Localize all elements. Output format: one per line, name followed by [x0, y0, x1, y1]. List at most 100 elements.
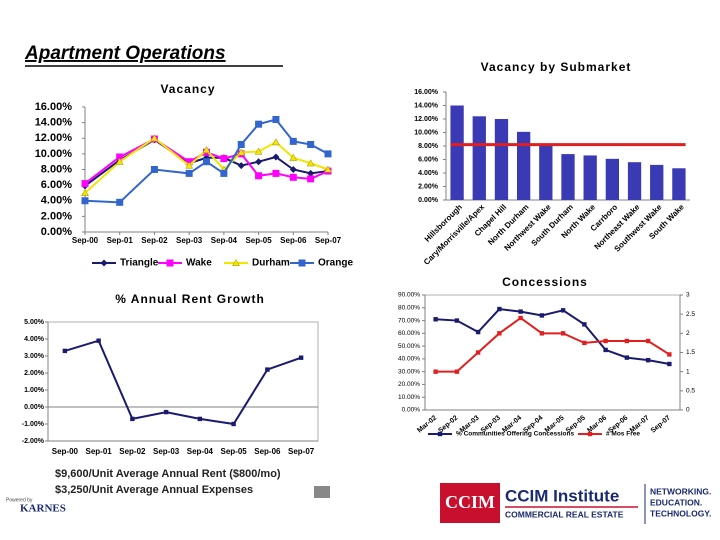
- bar: [561, 154, 575, 200]
- marker: [497, 331, 502, 336]
- marker: [163, 409, 169, 415]
- y-tick-label: 60.00%: [398, 330, 420, 337]
- chart-title: Vacancy: [160, 82, 215, 96]
- marker: [560, 308, 566, 313]
- x-tick-label: Sep-07: [288, 447, 315, 456]
- marker: [254, 147, 263, 155]
- marker: [150, 134, 159, 142]
- marker: [202, 145, 211, 154]
- chart-title: % Annual Rent Growth: [115, 292, 265, 306]
- x-tick-label: Sep-02: [119, 447, 146, 456]
- ccim-logo-box: [440, 483, 500, 523]
- marker: [265, 367, 270, 372]
- marker: [289, 173, 297, 181]
- legend-marker: [437, 431, 443, 437]
- legend-label: Durham: [252, 258, 290, 269]
- legend-marker: [298, 259, 306, 267]
- marker: [237, 148, 246, 156]
- marker: [185, 161, 194, 169]
- series-line: [435, 316, 670, 373]
- y-tick-label: 16.00%: [35, 101, 73, 113]
- marker: [497, 306, 502, 312]
- y-tick-label: 12.00%: [414, 116, 439, 123]
- footer-line: $3,250/Unit Average Annual Expenses: [55, 484, 253, 496]
- marker: [237, 141, 245, 148]
- y-tick-label: 3.00%: [24, 353, 45, 360]
- y-tick-label: 2.00%: [41, 210, 72, 222]
- marker: [81, 197, 89, 205]
- plot-area: [47, 321, 319, 442]
- legend-marker: [232, 258, 240, 267]
- x-tick-label: Sep-00: [52, 447, 79, 456]
- marker: [272, 169, 280, 177]
- y-tick-label: 0.00%: [418, 197, 439, 204]
- marker: [231, 421, 236, 427]
- marker: [62, 348, 68, 354]
- marker: [539, 331, 545, 336]
- marker: [645, 357, 651, 363]
- legend-label: Orange: [318, 258, 353, 269]
- x-tick-label: Sep-04: [211, 236, 238, 245]
- y-tick-label: 50.00%: [398, 343, 420, 350]
- marker: [624, 338, 630, 344]
- y2-tick-label: 1.5: [686, 349, 695, 356]
- marker: [289, 153, 298, 161]
- footer-line: $9,600/Unit Average Annual Rent ($800/mo…: [55, 468, 281, 480]
- legend-label: Triangle: [120, 258, 159, 269]
- series-line: [64, 339, 302, 426]
- y-tick-label: 0.00%: [41, 226, 72, 238]
- legend-marker: [100, 259, 108, 267]
- x-tick-label: Sep-07: [315, 236, 342, 245]
- marker: [324, 165, 332, 173]
- marker: [518, 309, 523, 314]
- x-tick-label: Sep-05: [221, 447, 248, 456]
- marker: [203, 158, 210, 166]
- marker: [433, 369, 438, 374]
- y-tick-label: 0.00%: [402, 407, 421, 414]
- ccim-tagline: COMMERCIAL REAL ESTATE: [505, 509, 624, 519]
- marker: [307, 175, 315, 183]
- x-tick-label: Sep-03: [153, 447, 180, 456]
- legend-label: Wake: [186, 258, 212, 269]
- marker: [645, 338, 651, 344]
- bar: [583, 155, 597, 200]
- bar: [516, 131, 531, 200]
- marker: [96, 338, 101, 343]
- marker: [197, 416, 203, 422]
- marker: [307, 141, 315, 148]
- y-tick-label: 30.00%: [398, 368, 420, 375]
- marker: [307, 169, 315, 177]
- y2-tick-label: 2.5: [686, 311, 695, 318]
- x-tick-label: Sep-06: [254, 447, 281, 456]
- ccim-motto: EDUCATION.: [650, 497, 702, 507]
- y-tick-label: 40.00%: [398, 356, 420, 363]
- marker: [603, 338, 608, 344]
- marker: [454, 318, 460, 323]
- ccim-institute: CCIM Institute: [505, 486, 619, 505]
- karnes-logo: KARNES: [20, 503, 66, 515]
- y-tick-label: 16.00%: [414, 89, 439, 96]
- marker: [582, 322, 587, 327]
- y-tick-label: 10.00%: [35, 148, 73, 160]
- bar: [539, 145, 553, 200]
- marker: [272, 138, 280, 146]
- marker: [220, 169, 228, 177]
- marker: [220, 155, 228, 163]
- x-tick-label: Sep-01: [107, 236, 134, 245]
- marker: [116, 153, 124, 161]
- y-tick-label: 8.00%: [418, 143, 439, 150]
- x-tick-label: Sep-06: [280, 236, 307, 245]
- marker: [433, 317, 438, 322]
- marker: [603, 347, 608, 353]
- marker: [324, 150, 332, 158]
- ccim-logo-text: CCIM: [445, 492, 495, 512]
- y2-tick-label: 3: [686, 292, 690, 299]
- bar: [450, 105, 464, 200]
- y-tick-label: 5.00%: [24, 319, 45, 326]
- bar: [672, 168, 686, 200]
- legend-label: # Mos Free: [606, 431, 640, 438]
- marker: [115, 157, 124, 165]
- marker: [298, 355, 304, 360]
